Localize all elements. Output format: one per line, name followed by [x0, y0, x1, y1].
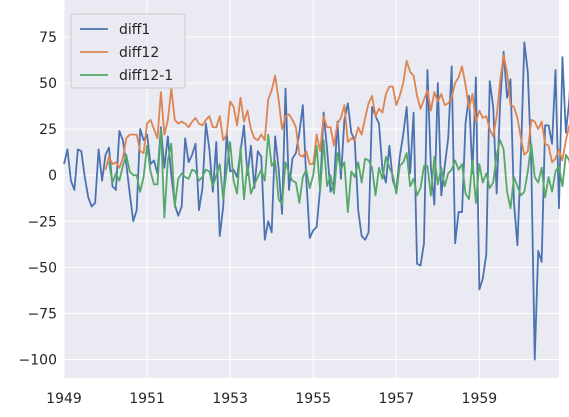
legend-label-diff12-1: diff12-1 — [119, 68, 173, 84]
y-tick-label: 0 — [48, 168, 57, 184]
x-tick-label: 1953 — [212, 391, 248, 407]
x-tick-label: 1957 — [378, 391, 414, 407]
legend-label-diff1: diff1 — [119, 22, 150, 38]
y-tick-label: −25 — [27, 214, 57, 230]
y-tick-label: 75 — [39, 30, 57, 46]
legend-label-diff12: diff12 — [119, 45, 159, 61]
y-tick-label: −50 — [27, 260, 57, 276]
x-tick-label: 1955 — [295, 391, 331, 407]
legend: diff1 diff12 diff12-1 — [71, 14, 185, 88]
y-tick-label: −75 — [27, 306, 57, 322]
y-tick-label: 50 — [39, 76, 57, 92]
x-tick-label: 1959 — [462, 391, 498, 407]
y-tick-label: 25 — [39, 122, 57, 138]
x-tick-label: 1949 — [46, 391, 82, 407]
x-tick-label: 1951 — [129, 391, 165, 407]
y-tick-label: −100 — [19, 353, 57, 369]
